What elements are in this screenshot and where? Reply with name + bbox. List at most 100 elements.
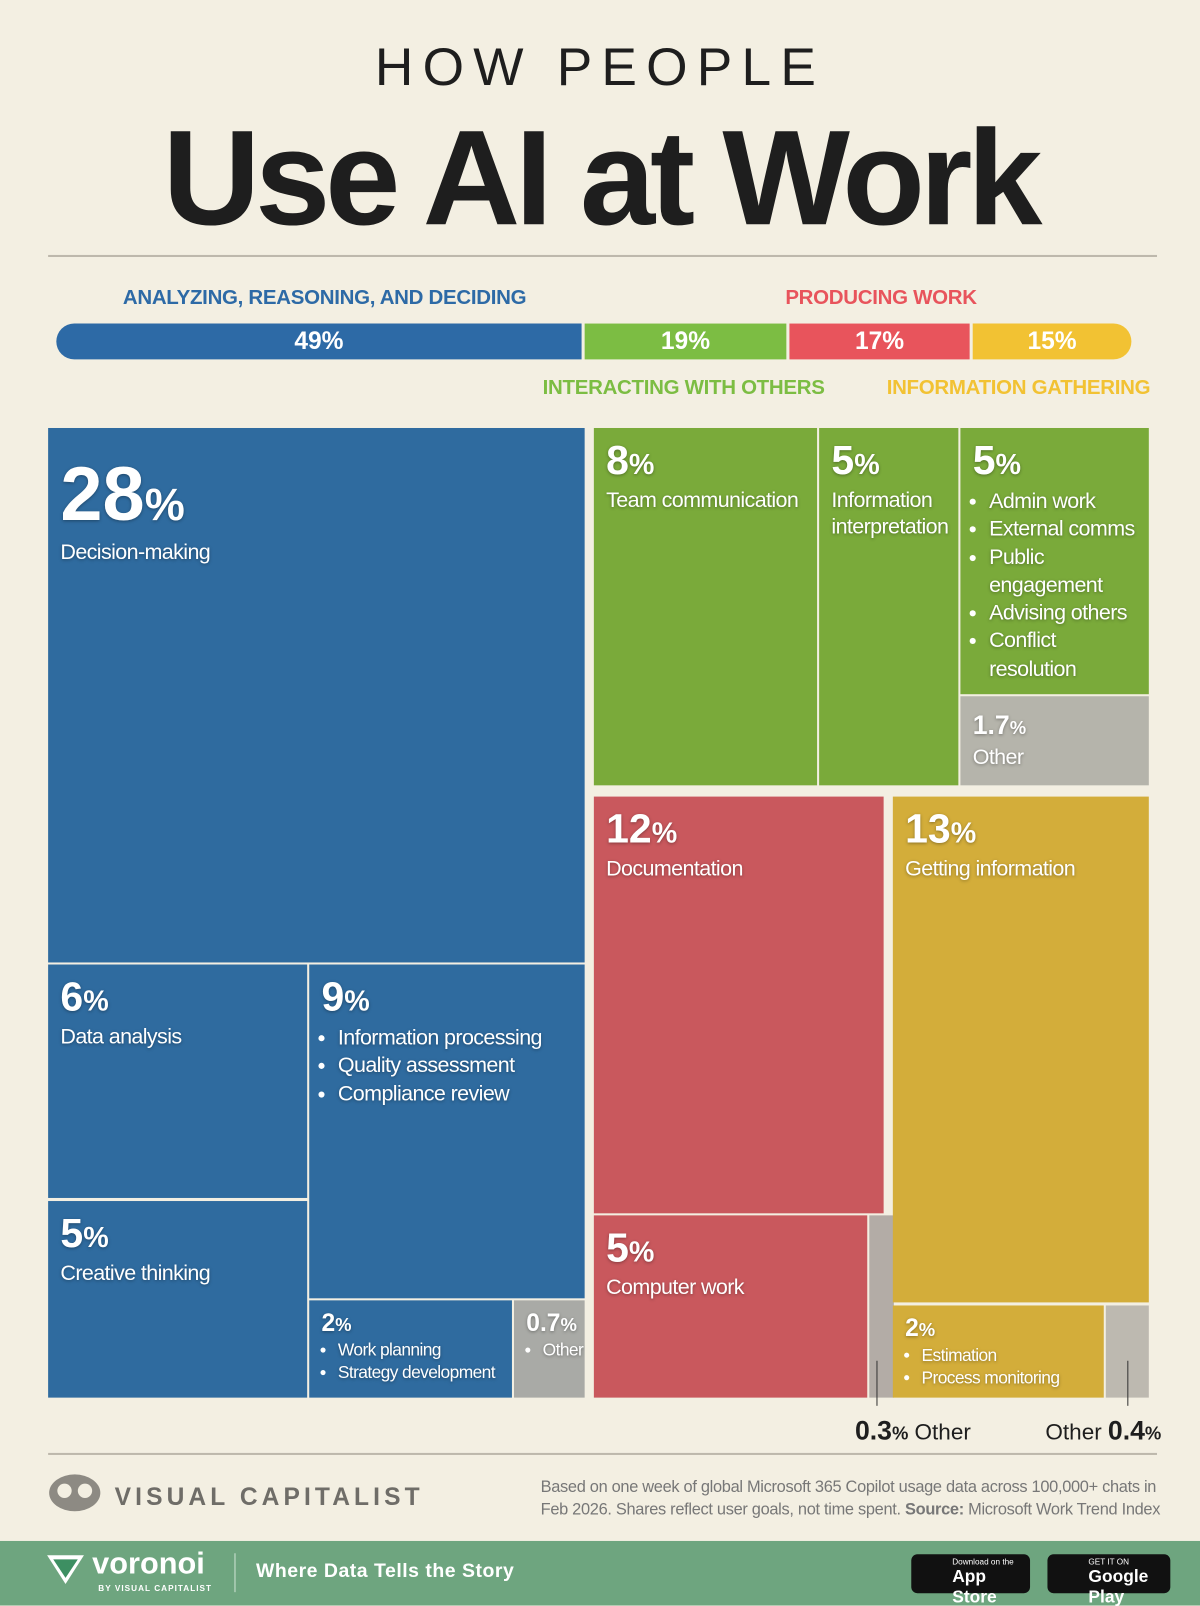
unit: % <box>144 480 185 531</box>
unit: % <box>83 984 109 1017</box>
item: Admin work <box>989 487 1136 515</box>
value-label: 0.4% <box>1108 1415 1161 1446</box>
bar-segment: 17% <box>789 323 970 360</box>
outside-label: Other 0.4% <box>1039 1415 1161 1447</box>
unit: % <box>854 448 880 481</box>
item: Conflict resolution <box>989 627 1136 683</box>
value-label: 6% <box>60 975 294 1020</box>
label: Getting information <box>905 857 1076 881</box>
value-label: 5% <box>831 438 946 483</box>
brand-logo <box>49 1474 101 1512</box>
label: Decision-making <box>60 541 211 565</box>
group-name: INTERACTING WITH OTHERS <box>542 376 825 400</box>
value: 0.7 <box>526 1309 561 1338</box>
value-label: 1.7% <box>972 709 1137 741</box>
item: External comms <box>989 515 1136 543</box>
label: Information interpretation <box>831 488 949 539</box>
value-label: 5% <box>973 438 1137 483</box>
value-label: 28% <box>60 438 572 536</box>
unit: % <box>344 984 370 1017</box>
label: Other <box>972 744 1024 769</box>
item: Strategy development <box>338 1362 500 1385</box>
badge-text: Google Play <box>1088 1566 1149 1606</box>
unit: % <box>891 1423 909 1444</box>
divider <box>48 254 1158 257</box>
badge-small: Download on the <box>952 1557 1014 1567</box>
segment-value: 49 <box>294 327 322 355</box>
segment-value: 15 <box>1027 327 1055 355</box>
item: Advising others <box>989 599 1136 627</box>
brand: VISUAL CAPITALIST <box>114 1483 424 1512</box>
item-list: EstimationProcess monitoring <box>905 1345 1091 1390</box>
tile: 13% Getting information <box>892 796 1149 1303</box>
value: 5 <box>606 1225 629 1271</box>
value: 6 <box>60 974 84 1020</box>
group-name: PRODUCING WORK <box>785 286 977 310</box>
value: 12 <box>606 806 652 852</box>
value-label: 5% <box>60 1211 294 1256</box>
logo-sub: BY VISUAL CAPITALIST <box>98 1583 213 1594</box>
banner: voronoi BY VISUAL CAPITALIST Where Data … <box>0 1540 1200 1606</box>
segment-value: 19 <box>660 327 689 355</box>
tile <box>1105 1305 1149 1398</box>
unit: % <box>1144 1423 1162 1444</box>
value: 28 <box>60 451 145 537</box>
group-name: ANALYZING, REASONING, AND DECIDING <box>122 286 527 310</box>
value-label: 0.3% <box>855 1415 908 1446</box>
segment-unit: % <box>1054 327 1077 355</box>
source: Microsoft Work Trend Index <box>968 1501 1161 1519</box>
group-name: INFORMATION GATHERING <box>886 376 1151 400</box>
unit: % <box>950 817 977 849</box>
unit: % <box>995 448 1021 481</box>
label: Creative thinking <box>60 1261 211 1285</box>
tile <box>869 1215 894 1398</box>
tile: 6% Data analysis <box>48 964 308 1198</box>
segment-unit: % <box>321 327 344 355</box>
connector <box>1127 1360 1129 1406</box>
item: Work planning <box>338 1340 500 1363</box>
tile: 12% Documentation <box>593 796 884 1214</box>
tile: 5% Computer work <box>593 1215 868 1398</box>
item: Process monitoring <box>922 1367 1092 1390</box>
tile: 0.7%Other <box>513 1300 585 1398</box>
value: 5 <box>831 438 855 484</box>
app-store-badge[interactable]: Download on the App Store <box>911 1554 1031 1606</box>
value: 5 <box>60 1211 84 1257</box>
item: Compliance review <box>338 1080 572 1108</box>
value: 1.7 <box>972 709 1010 741</box>
value: 13 <box>905 806 951 852</box>
connector <box>876 1360 878 1406</box>
segment-value: 17 <box>854 327 883 355</box>
label: Team communication <box>606 488 799 512</box>
item-list: Information processingQuality assessment… <box>322 1024 573 1108</box>
label: Computer work <box>606 1275 744 1300</box>
item: Quality assessment <box>338 1052 572 1080</box>
source-label: Source: <box>904 1501 964 1519</box>
kicker: HOW PEOPLE <box>374 37 826 98</box>
google-play-badge[interactable]: GET IT ON Google Play <box>1047 1554 1171 1606</box>
item: Public engagement <box>989 543 1136 599</box>
unit: % <box>628 448 655 481</box>
bar-segment: 49% <box>56 323 582 360</box>
unit: % <box>628 1235 655 1268</box>
value-label: 2% <box>905 1315 1091 1343</box>
bar-segment: 19% <box>584 323 787 360</box>
value-label: 2% <box>322 1310 500 1338</box>
item: Other <box>543 1340 584 1363</box>
value: 8 <box>606 438 629 484</box>
unit: % <box>651 817 678 849</box>
tile: 9% Information processingQuality assessme… <box>309 964 585 1299</box>
badge-text: App Store <box>952 1566 997 1606</box>
value-label: 5% <box>606 1226 855 1271</box>
value: 9 <box>321 974 345 1020</box>
item-list: Admin workExternal commsPublic engagemen… <box>973 487 1137 683</box>
title: Use AI at Work <box>162 102 1043 253</box>
unit: % <box>335 1314 352 1336</box>
separator <box>234 1553 236 1593</box>
note: Based on one week of global Microsoft 36… <box>540 1478 1157 1519</box>
value: 5 <box>972 438 996 484</box>
tile: 2%Work planningStrategy development <box>309 1300 512 1398</box>
item: Estimation <box>922 1345 1092 1368</box>
tile: 5%Admin workExternal commsPublic engagem… <box>960 427 1149 695</box>
